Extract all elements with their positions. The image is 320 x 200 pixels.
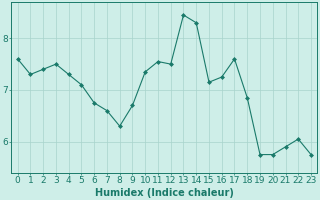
X-axis label: Humidex (Indice chaleur): Humidex (Indice chaleur) [95,188,234,198]
